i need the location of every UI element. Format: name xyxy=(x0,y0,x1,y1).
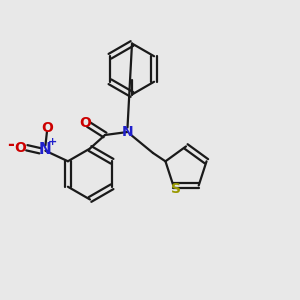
Text: O: O xyxy=(41,121,53,135)
Text: O: O xyxy=(14,141,26,155)
Text: -: - xyxy=(7,136,14,154)
Text: N: N xyxy=(39,142,52,157)
Text: N: N xyxy=(122,125,133,139)
Text: O: O xyxy=(79,116,91,130)
Text: S: S xyxy=(171,182,181,196)
Text: +: + xyxy=(48,137,58,147)
